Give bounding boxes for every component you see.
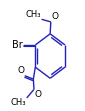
Text: CH₃: CH₃ xyxy=(26,10,41,19)
Text: O: O xyxy=(34,90,41,99)
Text: Br: Br xyxy=(12,40,22,50)
Text: O: O xyxy=(17,66,24,75)
Text: O: O xyxy=(51,12,58,21)
Text: CH₃: CH₃ xyxy=(11,98,26,107)
